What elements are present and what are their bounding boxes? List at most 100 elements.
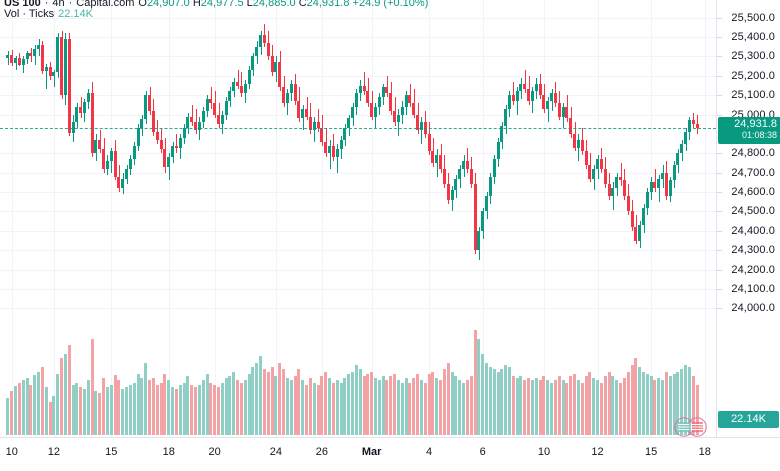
candle-body (282, 87, 286, 103)
candle-body (358, 85, 362, 94)
legend-symbol[interactable]: US 100 (4, 0, 41, 9)
candle-body (504, 108, 508, 127)
volume-bar (523, 380, 527, 435)
legend-open: 24,907.0 (146, 0, 190, 9)
volume-bar (17, 382, 21, 435)
volume-bar (573, 373, 577, 435)
candle-wick (176, 133, 177, 154)
candle-body (408, 95, 412, 103)
candle-body (293, 83, 297, 101)
candle-body (442, 168, 446, 185)
volume-bar (377, 380, 381, 435)
volume-bar (642, 371, 645, 435)
volume-bar (21, 380, 25, 435)
legend-interval[interactable]: 4h (52, 0, 65, 9)
gridline-horizontal (0, 288, 716, 290)
candle-body (538, 83, 542, 96)
candle-body (695, 124, 699, 128)
candle-wick (659, 174, 660, 202)
candle-body (109, 151, 113, 162)
candle-body (469, 168, 473, 185)
candle-body (297, 101, 301, 119)
capital-com-logo-icon (674, 417, 707, 437)
price-axis-tick: 25,300.0 (731, 50, 775, 63)
volume-bar (148, 380, 152, 435)
volume-bar (331, 382, 335, 435)
candle-body (217, 114, 220, 125)
volume-bar (205, 373, 209, 435)
volume-bar (615, 380, 619, 435)
volume-bar (232, 371, 236, 435)
price-axis-tick: 24,400.0 (731, 224, 775, 237)
volume-bar (351, 371, 354, 435)
volume-bar (519, 375, 523, 435)
candle-body (247, 70, 251, 84)
gridline-horizontal (0, 17, 716, 19)
candle-body (301, 108, 305, 119)
volume-bar (511, 375, 515, 435)
candle-body (664, 172, 668, 196)
candle-body (584, 151, 588, 165)
volume-bar (266, 371, 270, 435)
volume-bar (194, 386, 198, 435)
candle-body (419, 122, 423, 131)
candle-body (389, 93, 393, 111)
volume-bar (144, 362, 148, 435)
legend-sep-1: · (44, 0, 49, 9)
volume-bar (649, 375, 653, 435)
price-axis-tick: 25,500.0 (731, 11, 775, 24)
candle-body (144, 95, 148, 120)
time-axis-tick: 18 (698, 446, 711, 458)
volume-bar (408, 382, 412, 435)
candle-body (320, 128, 324, 142)
candle-body (672, 164, 676, 181)
volume-bar (680, 369, 684, 435)
price-axis[interactable]: 25,500.0 25,400.0 25,300.0 25,200.0 25,100.0… (716, 0, 780, 437)
candle-wick (578, 133, 579, 162)
volume-bar (611, 375, 615, 435)
volume-bar (366, 373, 370, 435)
candle-body (366, 91, 370, 103)
candle-body (262, 35, 266, 43)
candle-body (465, 161, 469, 169)
volume-bar (465, 380, 469, 435)
price-axis-tick: 24,600.0 (731, 186, 775, 199)
volume-bar (354, 365, 358, 435)
volume-bar (79, 386, 83, 435)
volume-bar (71, 384, 75, 435)
candle-body (385, 87, 389, 94)
volume-bar (599, 382, 603, 435)
volume-bar (128, 384, 132, 435)
candle-body (653, 182, 657, 189)
candle-wick (241, 71, 242, 98)
candle-body (351, 106, 354, 119)
price-axis-tick: 24,000.0 (731, 302, 775, 315)
legend-exchange: Capital.com (76, 0, 135, 9)
gridline-vertical (322, 0, 323, 437)
current-price-badge[interactable]: 24,931.8 01:08:38 (718, 116, 780, 144)
gridline-vertical (54, 0, 55, 437)
candle-body (431, 151, 435, 163)
time-axis[interactable]: 10 12 15 18 20 24 26 Mar 4 6 10 12 15 18 (0, 437, 780, 471)
volume-bar (6, 397, 10, 435)
candle-body (14, 57, 18, 63)
gridline-horizontal (0, 114, 716, 116)
volume-badge[interactable]: 22.14K (718, 411, 779, 428)
candle-body (427, 133, 431, 152)
volume-bar (33, 374, 37, 435)
volume-bar (412, 378, 416, 435)
candle-wick (517, 87, 518, 115)
candle-body (201, 110, 205, 123)
candle-wick (46, 64, 47, 90)
candle-body (557, 102, 561, 117)
volume-bar (385, 380, 389, 435)
volume-bar (44, 386, 48, 435)
candle-body (197, 122, 201, 131)
candle-body (25, 53, 29, 59)
price-tick-dash (717, 95, 722, 96)
candle-body (500, 126, 504, 142)
price-plot-area[interactable] (0, 0, 716, 437)
volume-bar (664, 371, 668, 435)
candle-body (569, 118, 573, 134)
volume-bar (576, 380, 580, 435)
